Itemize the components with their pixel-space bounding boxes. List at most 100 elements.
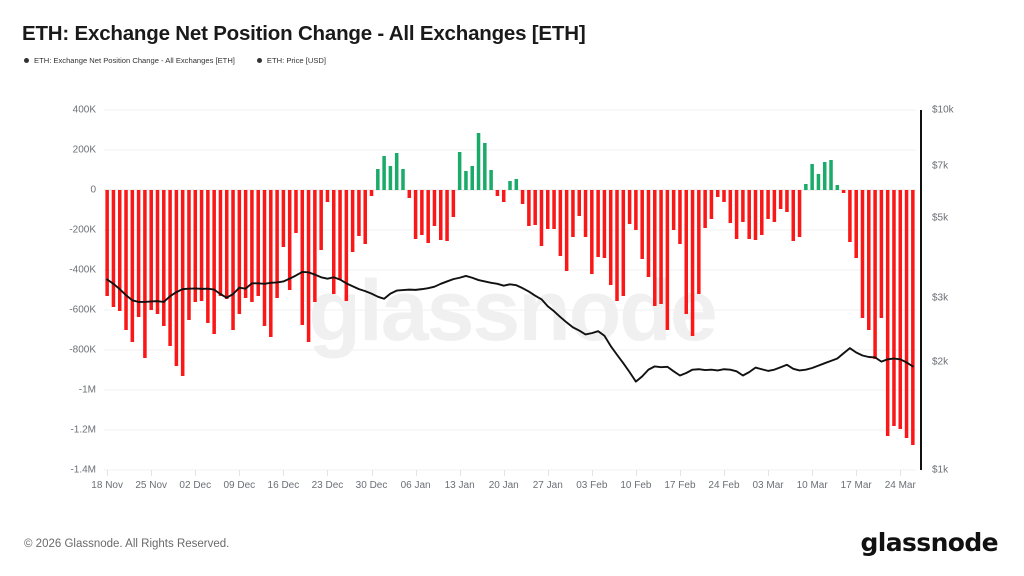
legend-dot-icon	[24, 58, 29, 63]
x-axis-tick-label: 09 Dec	[223, 480, 256, 491]
x-axis-tick	[415, 470, 417, 476]
footer-divider	[0, 512, 1024, 513]
chart-bar	[653, 190, 657, 306]
chart-bar	[621, 190, 626, 296]
price-line	[106, 270, 914, 383]
chart-bar	[590, 190, 594, 274]
chart-bar	[911, 190, 915, 445]
chart-bar	[319, 190, 323, 250]
chart-bar	[527, 190, 531, 226]
chart-bar	[111, 190, 116, 307]
chart-bar	[269, 190, 273, 337]
chart-bar	[546, 190, 550, 229]
chart-bar	[627, 190, 632, 224]
chart-bar	[596, 190, 600, 257]
chart-bar	[306, 190, 311, 342]
chart-bar	[665, 190, 670, 330]
x-axis-tick	[856, 470, 858, 476]
y-axis-left-tick-label: -1.2M	[70, 424, 96, 436]
x-axis-tick-label: 24 Feb	[708, 480, 740, 491]
x-axis-tick-label: 03 Feb	[576, 480, 608, 491]
legend-item-price[interactable]: ETH: Price [USD]	[256, 56, 326, 65]
footer-copyright: © 2026 Glassnode. All Rights Reserved.	[24, 538, 230, 550]
x-axis-tick	[195, 470, 197, 476]
x-axis-tick	[151, 470, 153, 476]
x-axis-tick-label: 27 Jan	[532, 480, 563, 491]
chart-bar	[124, 190, 128, 330]
chart-bar	[867, 190, 871, 330]
chart-bar	[747, 190, 751, 239]
x-axis-tick-label: 24 Mar	[884, 480, 916, 491]
chart-bar	[804, 184, 808, 190]
chart-bar	[577, 190, 582, 216]
y-axis-right-line	[920, 110, 922, 470]
chart-bar	[218, 190, 223, 296]
x-axis-tick-label: 23 Dec	[311, 480, 344, 491]
chart-bar	[778, 190, 783, 209]
chart-bar	[715, 190, 720, 197]
chart-bar	[533, 190, 537, 225]
y-axis-left-tick-label: -200K	[69, 224, 96, 236]
chart-bar	[470, 166, 474, 190]
chart-bar	[243, 190, 248, 298]
x-axis-tick-label: 10 Feb	[620, 480, 652, 491]
x-axis-tick-label: 02 Dec	[179, 480, 212, 491]
chart-bar	[168, 190, 172, 346]
x-axis-tick-label: 25 Nov	[135, 480, 168, 491]
x-axis-tick	[371, 470, 373, 476]
x-axis-tick	[283, 470, 285, 476]
chart-bar	[602, 190, 607, 258]
legend-item-net-position[interactable]: ETH: Exchange Net Position Change - All …	[24, 56, 235, 65]
chart-bar	[848, 190, 852, 242]
chart-bar	[495, 190, 500, 196]
y-axis-left-tick-label: 0	[90, 184, 96, 196]
chart-bar	[224, 190, 229, 299]
chart-bar	[105, 190, 109, 296]
chart-bar	[407, 190, 412, 198]
chart-bar	[193, 190, 198, 302]
chart-bar	[873, 190, 877, 359]
x-axis-tick-label: 20 Jan	[488, 480, 519, 491]
y-axis-right-tick-label: $5k	[932, 212, 949, 224]
footer-logo: glassnode	[860, 528, 998, 557]
chart-bar	[898, 190, 903, 429]
y-axis-right-tick-label: $7k	[932, 160, 949, 172]
chart-bar	[785, 190, 789, 212]
chart-bar	[558, 190, 563, 256]
chart-bar	[690, 190, 695, 336]
x-axis-tick	[327, 470, 329, 476]
chart-bar	[835, 185, 840, 190]
chart-bar	[734, 190, 739, 239]
chart-bar	[325, 190, 330, 202]
chart-bar	[640, 190, 644, 259]
chart-bar	[187, 190, 191, 320]
chart-bar	[684, 190, 689, 314]
chart-bar	[294, 190, 298, 233]
chart-bar	[287, 190, 292, 290]
y-axis-left-tick-label: -400K	[69, 264, 96, 276]
chart-bar	[250, 190, 254, 302]
chart-bar	[671, 190, 676, 230]
x-axis-tick	[724, 470, 725, 476]
legend-label-net-position: ETH: Exchange Net Position Change - All …	[34, 56, 235, 65]
chart-bar	[155, 190, 160, 314]
chart-bar	[829, 160, 833, 190]
x-axis-tick	[459, 470, 461, 476]
chart-bar	[426, 190, 430, 243]
x-axis-tick	[812, 470, 814, 476]
plot-area	[104, 109, 916, 471]
chart-bar	[904, 190, 909, 438]
chart-bar	[438, 190, 443, 240]
chart-bar	[489, 170, 493, 190]
chart-bar	[464, 171, 468, 190]
y-axis-left-tick-label: -800K	[69, 344, 96, 356]
chart-bar	[275, 190, 279, 298]
chart-bar	[552, 190, 556, 229]
x-axis-tick	[547, 470, 549, 476]
chart-bar	[281, 190, 286, 247]
chart-bar	[772, 190, 777, 222]
chart-bar	[860, 190, 865, 318]
chart-canvas	[104, 109, 916, 471]
chart-bar	[571, 190, 575, 237]
chart-bar	[703, 190, 707, 228]
